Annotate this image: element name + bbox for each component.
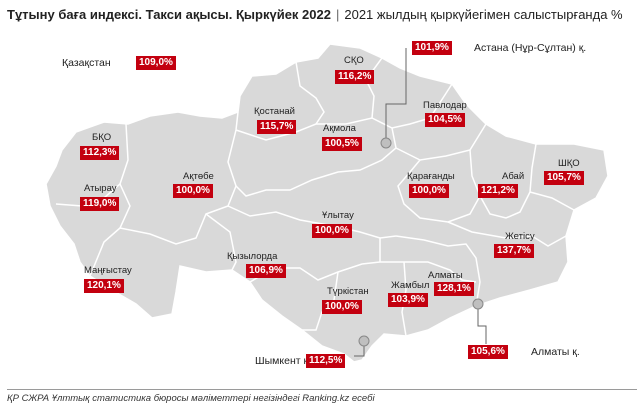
region-value-turkistan: 100,0% [322,300,362,314]
astana-city-marker [380,137,392,149]
almaty-city-marker [472,298,484,310]
subtitle: 2021 жылдың қыркүйегімен салыстырғанда % [344,7,623,22]
region-value-abay: 121,2% [478,184,518,198]
title-separator: | [335,7,340,22]
national-value: 109,0% [136,56,176,70]
city-label-almaty: Алматы қ. [531,346,580,358]
region-label-ulytau: Ұлытау [322,210,354,221]
region-value-shko: 105,7% [544,171,584,185]
region-label-aktobe: Ақтөбе [183,171,214,182]
region-label-shko: ШҚО [558,158,580,169]
region-value-karaganda: 100,0% [409,184,449,198]
region-label-zhetisu: Жетісу [505,231,535,242]
region-value-zhambyl: 103,9% [388,293,428,307]
source-note: ҚР СЖРА Ұлттық статистика бюросы мәлімет… [7,389,637,404]
region-value-zhetisu: 137,7% [494,244,534,258]
region-value-mangystau: 120,1% [84,279,124,293]
region-value-ulytau: 100,0% [312,224,352,238]
region-label-sko: СҚО [344,55,364,66]
region-label-akmola: Ақмола [323,123,356,134]
region-label-kostanay: Қостанай [254,106,295,117]
region-value-atyrau: 119,0% [80,197,120,211]
region-value-sko: 116,2% [335,70,375,84]
region-label-mangystau: Маңғыстау [84,265,132,276]
city-value-shymkent: 112,5% [306,354,346,368]
page-title: Тұтыну баға индексі. Такси ақысы. Қыркүй… [7,6,637,24]
region-label-abay: Абай [502,171,525,182]
region-label-almaty: Алматы [428,270,463,281]
shymkent-city-marker [358,335,370,347]
region-label-bko: БҚО [92,132,112,143]
title: Тұтыну баға индексі. Такси ақысы. Қыркүй… [7,7,331,22]
region-label-kyzylorda: Қызылорда [227,251,278,262]
region-label-karaganda: Қарағанды [407,171,455,182]
city-value-astana: 101,9% [412,41,452,55]
region-value-bko: 112,3% [80,146,120,160]
region-value-kostanay: 115,7% [257,120,297,134]
region-value-pavlodar: 104,5% [425,113,465,127]
national-label: Қазақстан [62,57,111,69]
city-label-astana: Астана (Нұр-Сұлтан) қ. [474,42,587,54]
region-value-akmola: 100,5% [322,137,362,151]
region-label-pavlodar: Павлодар [423,100,467,111]
region-value-kyzylorda: 106,9% [246,264,286,278]
region-label-turkistan: Түркістан [327,286,369,297]
region-value-aktobe: 100,0% [173,184,213,198]
city-value-almaty: 105,6% [468,345,508,359]
region-label-zhambyl: Жамбыл [391,280,430,291]
region-label-atyrau: Атырау [84,183,117,194]
region-value-almaty: 128,1% [434,282,474,296]
city-label-shymkent: Шымкент қ. [255,355,311,367]
leader-lines [354,48,487,357]
